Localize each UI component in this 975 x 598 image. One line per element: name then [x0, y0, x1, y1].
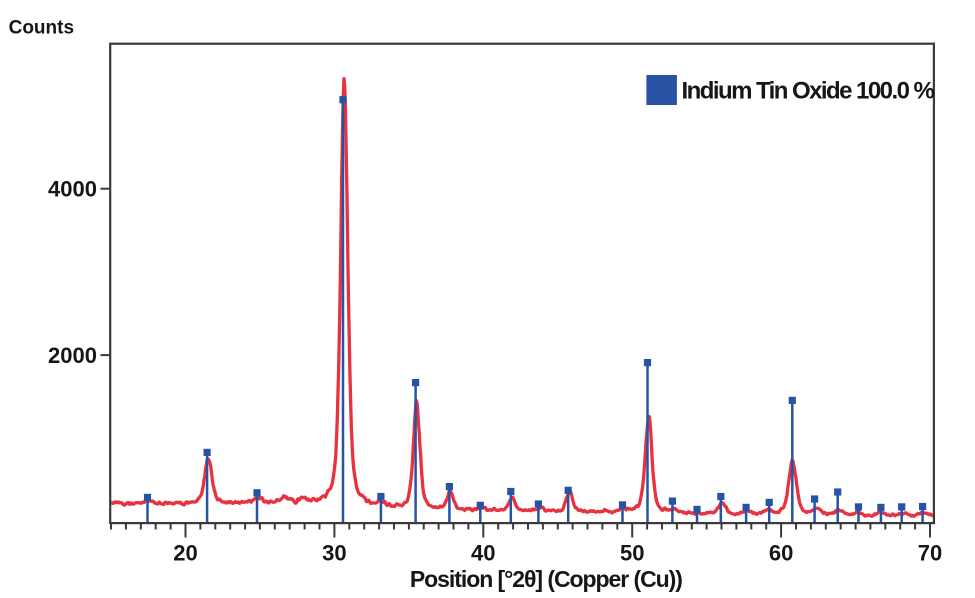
svg-text:60: 60: [769, 541, 793, 566]
svg-text:Indium Tin Oxide 100.0 %: Indium Tin Oxide 100.0 %: [682, 78, 935, 105]
svg-text:40: 40: [471, 541, 495, 566]
svg-text:50: 50: [620, 541, 644, 566]
svg-text:Position [°2θ] (Copper (Cu)): Position [°2θ] (Copper (Cu)): [410, 566, 682, 592]
svg-text:Counts: Counts: [9, 18, 74, 39]
svg-text:70: 70: [918, 541, 942, 566]
svg-text:4000: 4000: [48, 177, 97, 202]
svg-text:30: 30: [322, 541, 346, 566]
svg-text:20: 20: [173, 541, 197, 566]
svg-text:2000: 2000: [48, 343, 97, 368]
